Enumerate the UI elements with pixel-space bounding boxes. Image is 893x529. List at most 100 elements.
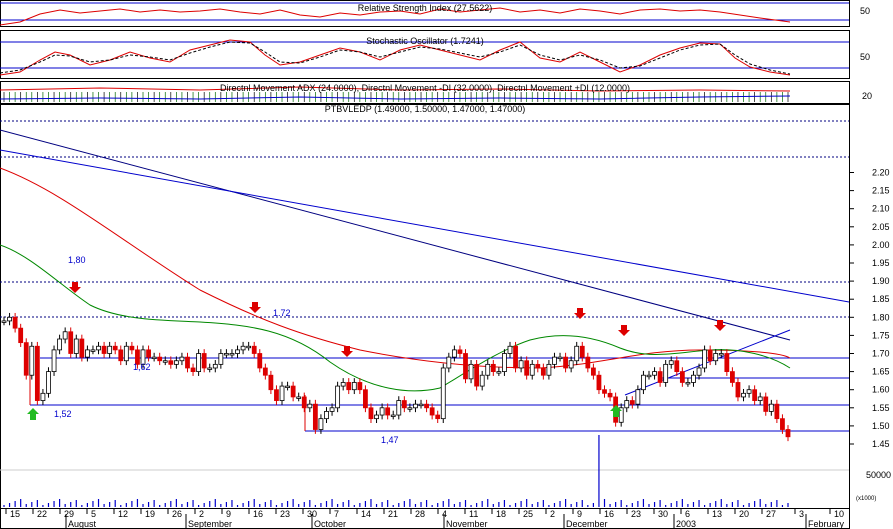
volume-axis-label: 50000	[866, 470, 891, 480]
day-label: 22	[37, 509, 47, 519]
candle-body	[79, 338, 85, 358]
day-label: 16	[253, 509, 263, 519]
candle-body	[729, 371, 735, 383]
day-label: 16	[604, 509, 614, 519]
dmi-adx-line	[0, 86, 791, 92]
candle-body	[696, 367, 702, 376]
candle-body	[451, 349, 457, 358]
day-label: 2	[199, 509, 204, 519]
candle-body	[485, 363, 491, 376]
candle-body	[407, 407, 413, 410]
candle-body	[140, 349, 146, 365]
candle-body	[318, 418, 324, 430]
candle-body	[385, 407, 391, 416]
ma-green-short	[0, 244, 791, 392]
down-arrow-icon	[574, 308, 586, 319]
price-tick-label: 1.95	[872, 258, 890, 268]
candle-body	[224, 353, 229, 356]
candle-body	[129, 345, 135, 351]
candle-body	[718, 353, 724, 356]
candle-body	[429, 407, 435, 416]
day-label: 25	[523, 509, 533, 519]
candle-body	[707, 349, 713, 362]
down-arrows	[69, 282, 726, 357]
candle-body	[162, 360, 168, 363]
day-label: 20	[739, 509, 749, 519]
candle-body	[40, 392, 46, 401]
candle-body	[702, 349, 707, 369]
candle-body	[62, 331, 68, 340]
candle-body	[390, 414, 396, 417]
day-label: 10	[834, 509, 844, 519]
candle-body	[635, 389, 641, 405]
candle-body	[212, 363, 218, 369]
candle-body	[663, 363, 669, 383]
dmi-di-line	[0, 95, 791, 100]
candle-body	[324, 411, 329, 420]
candle-body	[401, 400, 407, 409]
candle-body	[674, 360, 680, 372]
day-label: 4	[442, 509, 447, 519]
candle-body	[73, 338, 79, 354]
candle-body	[251, 345, 257, 354]
price-tick-label: 2.15	[872, 186, 890, 196]
day-label: 23	[631, 509, 641, 519]
candle-body	[257, 353, 263, 369]
price-tick-label: 2.10	[872, 204, 890, 214]
candle-body	[535, 363, 541, 369]
candle-body	[374, 414, 379, 420]
candle-body	[435, 414, 441, 420]
dmi-title: Directnl Movement ADX (24.0000), Directn…	[220, 83, 630, 93]
candle-body	[574, 345, 580, 362]
candle-body	[68, 331, 74, 354]
candle-body	[518, 360, 524, 369]
candle-body	[368, 407, 374, 420]
price-tick-label: 1.45	[872, 439, 890, 449]
day-label: 7	[334, 509, 339, 519]
panel-frames	[0, 0, 850, 529]
candle-body	[685, 382, 691, 385]
candle-body	[18, 327, 24, 344]
candle-body	[507, 345, 513, 354]
candle-body	[85, 349, 90, 358]
annotation-162: 1,62	[133, 362, 151, 372]
candle-body	[657, 371, 663, 383]
candle-body	[624, 400, 630, 409]
candle-body	[413, 403, 418, 409]
month-label: 2003	[676, 519, 696, 529]
candle-body	[218, 353, 224, 365]
annotation-147: 1,47	[381, 435, 399, 445]
candle-body	[357, 382, 363, 391]
candle-body	[7, 316, 12, 322]
price-tick-label: 2.20	[872, 168, 890, 178]
candle-body	[652, 371, 657, 376]
candle-body	[440, 367, 446, 420]
stochastic-axis-label: 50	[860, 52, 870, 62]
candle-body	[329, 407, 335, 412]
candle-body	[351, 382, 357, 391]
candle-body	[207, 367, 213, 370]
annotation-152: 1,52	[54, 409, 72, 419]
day-label: 21	[388, 509, 398, 519]
rsi-line	[0, 7, 791, 26]
candle-body	[12, 316, 18, 329]
dmi-bars	[3, 92, 789, 102]
stochastic-d-line	[0, 41, 791, 75]
day-label: 12	[118, 509, 128, 519]
candle-body	[396, 400, 402, 416]
rsi-axis-label: 50	[860, 6, 870, 16]
candle-body	[201, 353, 207, 369]
candle-body	[235, 349, 240, 354]
day-label: 13	[712, 509, 722, 519]
price-tick-label: 1.85	[872, 294, 890, 304]
candle-body	[757, 396, 763, 401]
candle-body	[307, 403, 313, 409]
candle-body	[118, 349, 124, 362]
rsi-panel-frame	[0, 0, 850, 27]
candle-body	[285, 385, 290, 388]
stochastic-title: Stochastic Oscillator (1.7241)	[366, 36, 484, 46]
candle-body	[51, 349, 57, 373]
volume-unit-label: (x1000)	[856, 496, 876, 502]
trend-line-rising	[624, 329, 791, 396]
